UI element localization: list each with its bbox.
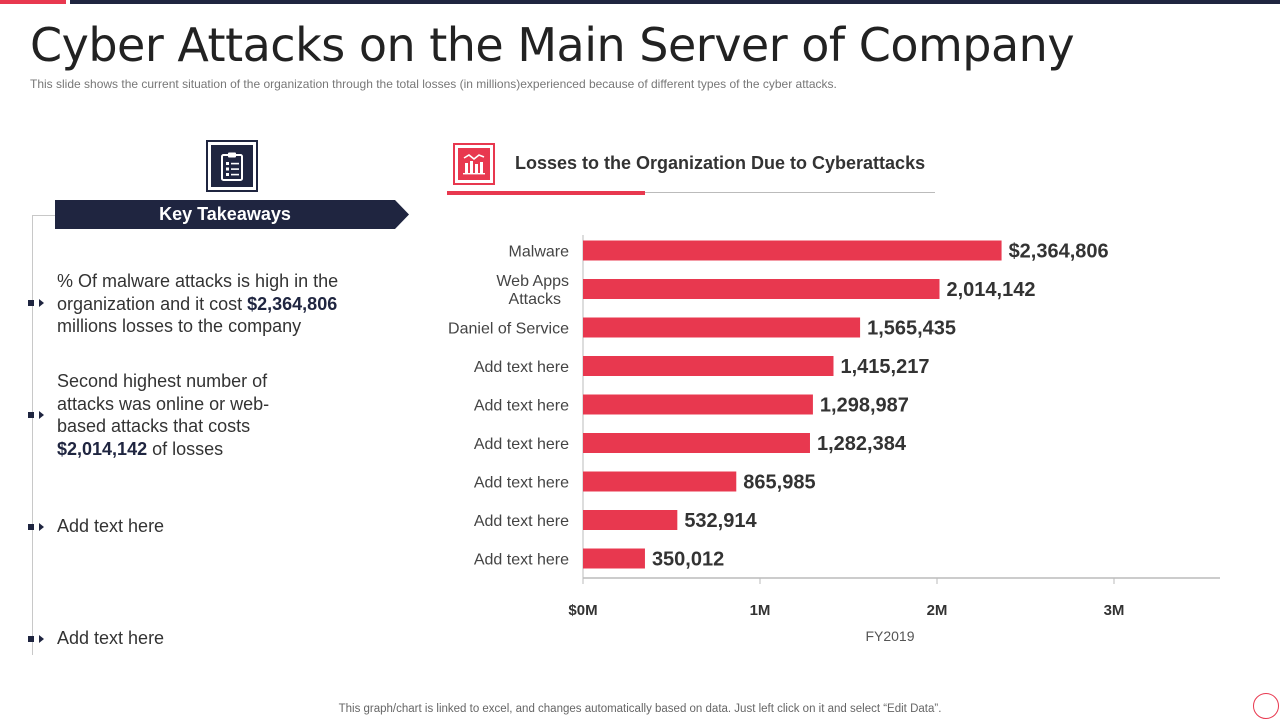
value-label: $2,364,806 [1009, 241, 1109, 263]
clipboard-checklist-icon [206, 140, 258, 192]
bar[interactable] [583, 471, 737, 492]
bar[interactable] [583, 279, 940, 299]
bar-chart[interactable]: Malware $2,364,806 Web Apps Attacks 2,014,14… [420, 225, 1260, 655]
key-takeaways-title: Key Takeaways [159, 204, 291, 224]
bar[interactable] [583, 510, 678, 530]
chart-header-divider [447, 192, 935, 193]
value-label: 1,565,435 [867, 318, 956, 340]
x-tick-label: 3M [1104, 602, 1125, 619]
x-tick-label: 1M [750, 602, 771, 619]
value-label: 865,985 [743, 472, 815, 494]
takeaway-item-1: % Of malware attacks is high in the orga… [57, 271, 339, 336]
bar[interactable] [583, 548, 645, 569]
bar[interactable] [583, 433, 810, 453]
value-label: 350,012 [652, 549, 724, 571]
bar[interactable] [583, 394, 813, 415]
category-label: Malware [509, 244, 570, 261]
category-label: Add text here [474, 436, 569, 453]
bar[interactable] [583, 356, 834, 376]
page-title: Cyber Attacks on the Main Server of Comp… [30, 18, 1075, 72]
x-tick-label: $0M [568, 602, 597, 619]
corner-circle-decoration [1253, 693, 1279, 719]
bar[interactable] [583, 240, 1002, 261]
takeaway-item-3: Add text here [57, 516, 165, 536]
timeline-line [32, 215, 33, 655]
top-accent-red [0, 0, 66, 4]
category-label: Add text here [474, 398, 569, 415]
chart-header-accent [447, 191, 645, 195]
top-accent-navy [70, 0, 1280, 4]
value-label: 2,014,142 [947, 279, 1036, 301]
category-label: Web Apps Attacks [496, 273, 569, 308]
bar[interactable] [583, 317, 861, 338]
bullet-marker [28, 523, 44, 531]
bullet-marker [28, 411, 44, 419]
bar-chart-icon [453, 143, 495, 185]
timeline-connector [32, 215, 56, 216]
x-tick-label: 2M [927, 602, 948, 619]
value-label: 1,282,384 [817, 433, 907, 455]
bullet-marker [28, 299, 44, 307]
value-label: 1,415,217 [840, 356, 929, 378]
value-label: 1,298,987 [820, 395, 909, 417]
category-label: Add text here [474, 359, 569, 376]
category-label: Daniel of Service [448, 321, 569, 338]
category-label: Add text here [474, 552, 569, 569]
page-subtitle: This slide shows the current situation o… [30, 77, 837, 91]
takeaway-item-2: Second highest number of attacks was onl… [57, 371, 270, 459]
category-label: Add text here [474, 475, 569, 492]
value-label: 532,914 [684, 510, 757, 532]
footer-note: This graph/chart is linked to excel, and… [338, 703, 942, 715]
chart-header-title: Losses to the Organization Due to Cybera… [515, 153, 926, 173]
takeaway-item-4: Add text here [57, 628, 165, 648]
key-takeaways-banner: Key Takeaways [55, 200, 409, 229]
category-label: Add text here [474, 513, 569, 530]
bullet-marker [28, 635, 44, 643]
x-axis-title: FY2019 [865, 628, 914, 644]
